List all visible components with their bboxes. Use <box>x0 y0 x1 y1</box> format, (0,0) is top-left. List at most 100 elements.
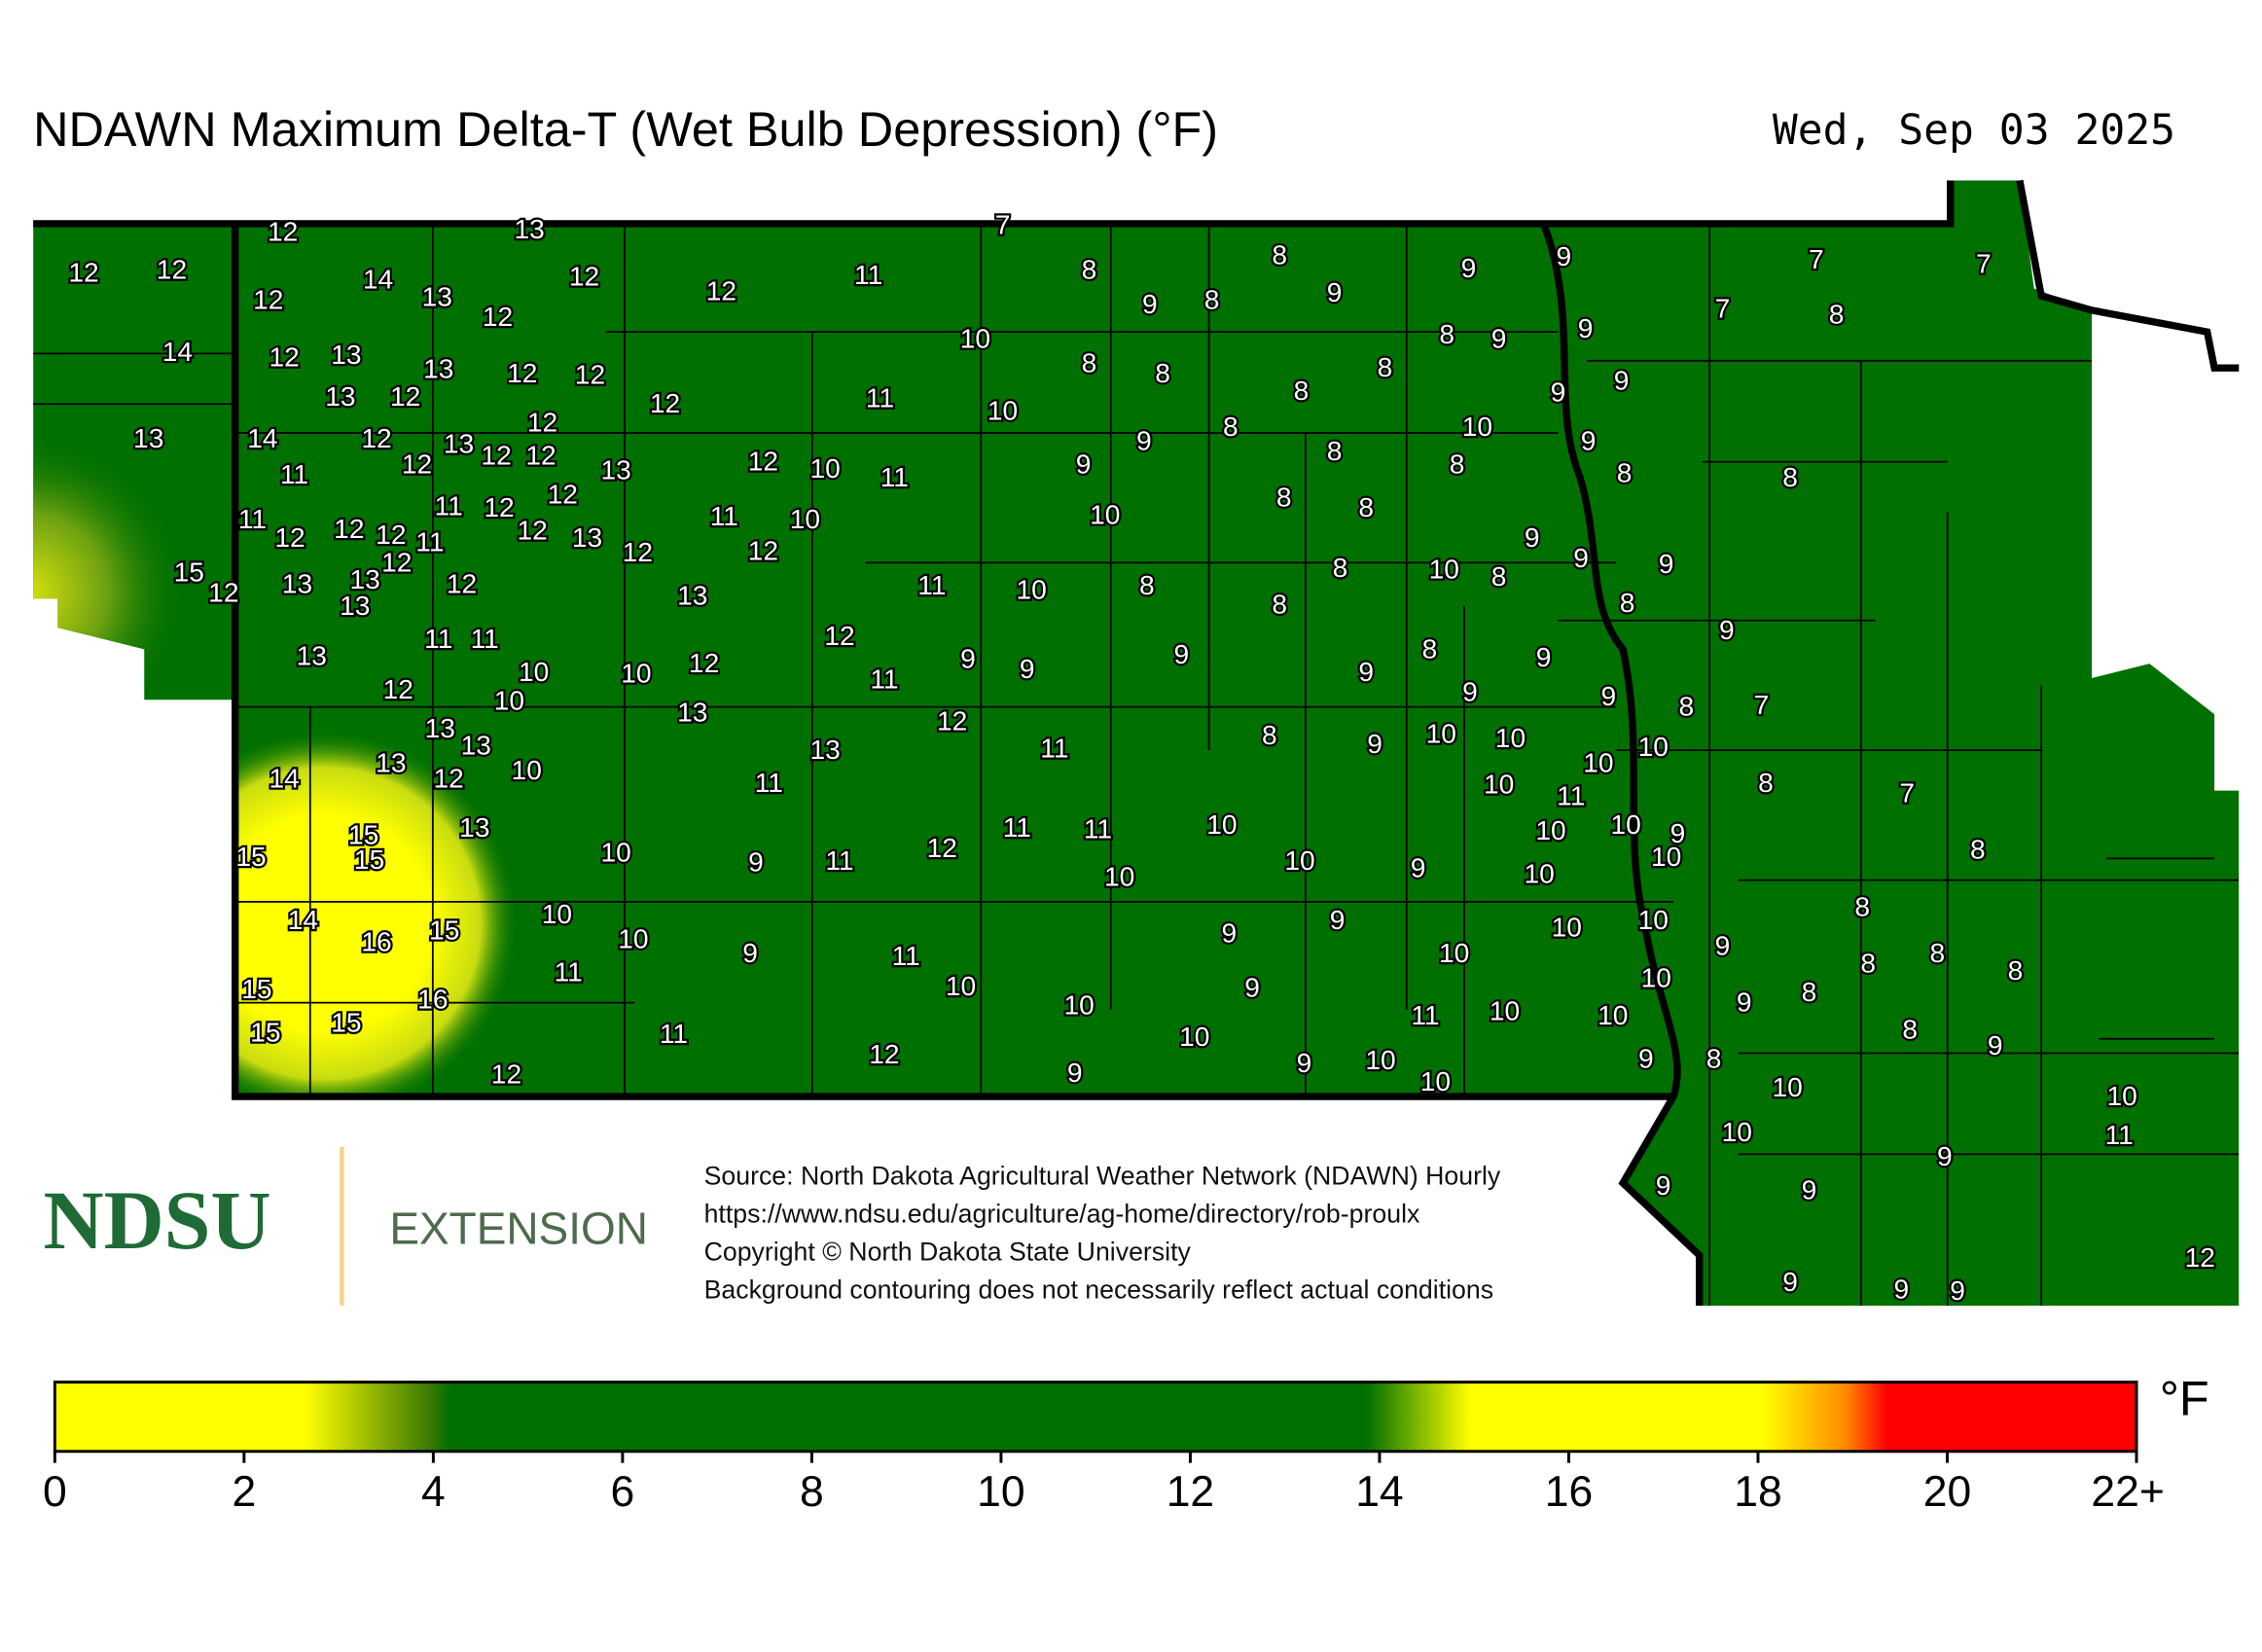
station-value: 12 <box>706 275 736 306</box>
station-value: 9 <box>1244 972 1260 1003</box>
station-value: 7 <box>1976 247 1992 278</box>
station-value: 10 <box>1090 498 1120 529</box>
station-value: 10 <box>600 836 630 867</box>
station-value: 8 <box>1860 948 1876 979</box>
station-value: 13 <box>572 521 602 553</box>
station-value: 11 <box>471 623 499 654</box>
station-value: 8 <box>1617 456 1633 487</box>
station-value: 10 <box>1651 841 1681 872</box>
station-value: 10 <box>1063 989 1094 1021</box>
station-value: 11 <box>870 663 898 694</box>
station-value: 11 <box>424 623 452 654</box>
station-value: 9 <box>1067 1057 1083 1088</box>
station-value: 8 <box>1706 1042 1722 1073</box>
station-value: 12 <box>361 422 391 453</box>
station-value: 13 <box>444 428 474 459</box>
station-value: 7 <box>1715 292 1731 323</box>
station-value: 11 <box>917 569 946 600</box>
station-value: 11 <box>866 381 894 413</box>
station-value: 9 <box>1551 376 1566 407</box>
station-value: 11 <box>660 1018 688 1049</box>
station-value: 10 <box>542 898 572 929</box>
station-value: 10 <box>1722 1116 1752 1147</box>
station-value: 13 <box>297 640 327 671</box>
station-value: 10 <box>1206 808 1237 840</box>
station-value: 10 <box>960 322 990 353</box>
station-value: 15 <box>250 1017 280 1048</box>
legend-tick-label: 4 <box>421 1468 446 1516</box>
station-value: 10 <box>621 657 651 688</box>
station-value: 9 <box>1411 852 1426 883</box>
station-value: 14 <box>363 264 393 295</box>
station-value: 10 <box>1535 814 1565 845</box>
station-value: 13 <box>423 353 453 384</box>
station-value: 10 <box>1638 904 1669 935</box>
station-value: 9 <box>1614 364 1630 395</box>
legend-tick-label: 0 <box>43 1468 67 1516</box>
station-value: 8 <box>1139 569 1155 600</box>
station-value: 8 <box>1358 491 1374 522</box>
station-value: 9 <box>1737 987 1752 1018</box>
station-value: 9 <box>1802 1173 1817 1204</box>
station-value: 9 <box>1076 448 1092 479</box>
station-value: 9 <box>1719 614 1735 645</box>
station-value: 10 <box>1439 937 1469 968</box>
station-value: 12 <box>253 283 283 314</box>
station-value: 12 <box>507 357 537 388</box>
station-value: 10 <box>519 656 549 687</box>
station-value: 9 <box>1358 656 1374 687</box>
station-value: 9 <box>1174 638 1190 669</box>
station-value: 8 <box>1829 298 1845 329</box>
station-value: 8 <box>1782 461 1798 492</box>
station-value: 8 <box>1082 253 1097 284</box>
station-value: 10 <box>1641 961 1671 992</box>
station-value: 12 <box>623 536 653 567</box>
station-value: 10 <box>512 754 542 785</box>
station-value: 10 <box>1552 911 1582 942</box>
station-value: 7 <box>1754 689 1770 720</box>
station-value: 12 <box>390 380 420 412</box>
station-value: 12 <box>402 448 432 479</box>
station-value: 12 <box>569 261 599 292</box>
station-value: 10 <box>1610 808 1640 840</box>
station-value: 9 <box>1525 521 1540 553</box>
legend-tick-label: 12 <box>1167 1468 1214 1516</box>
station-value: 12 <box>575 359 605 390</box>
station-value: 8 <box>1491 560 1507 592</box>
legend-tick-label: 16 <box>1545 1468 1593 1516</box>
station-value: 15 <box>429 914 459 945</box>
legend-tick-label: 6 <box>611 1468 635 1516</box>
station-value: 8 <box>1204 283 1220 314</box>
legend-tick-label: 8 <box>800 1468 824 1516</box>
station-value: 10 <box>1773 1071 1803 1102</box>
legend-ticks: 0 2 4 6 8 10 12 14 16 18 20 22+ <box>43 1451 2165 1516</box>
station-value: 8 <box>1930 937 1946 968</box>
note-line: Background contouring does not necessari… <box>704 1275 1493 1304</box>
station-value: 15 <box>348 819 378 850</box>
station-value: 9 <box>1573 542 1589 573</box>
station-value: 13 <box>282 568 312 599</box>
station-value: 9 <box>1462 676 1478 707</box>
legend-tick-label: 14 <box>1355 1468 1403 1516</box>
station-value: 10 <box>809 452 840 484</box>
station-value: 10 <box>1495 722 1526 753</box>
station-value: 11 <box>1003 811 1031 843</box>
station-value: 12 <box>927 832 957 863</box>
notes: Source: North Dakota Agricultural Weathe… <box>704 1161 1501 1304</box>
station-value: 9 <box>1221 916 1237 948</box>
station-value: 10 <box>1420 1065 1451 1096</box>
station-value: 12 <box>748 534 778 565</box>
station-value: 8 <box>1276 482 1292 513</box>
station-value: 9 <box>1578 312 1594 343</box>
station-value: 9 <box>1782 1266 1798 1297</box>
station-value: 12 <box>433 763 463 794</box>
station-value: 8 <box>1333 552 1348 583</box>
station-value: 9 <box>1491 322 1507 353</box>
station-value: 12 <box>269 341 299 373</box>
title: NDAWN Maximum Delta-T (Wet Bulb Depressi… <box>33 101 1218 157</box>
station-value: 11 <box>880 461 909 492</box>
station-value: 8 <box>1082 347 1097 378</box>
station-value: 9 <box>1638 1042 1654 1073</box>
map-area <box>33 180 2240 1307</box>
station-value: 12 <box>2185 1241 2215 1273</box>
